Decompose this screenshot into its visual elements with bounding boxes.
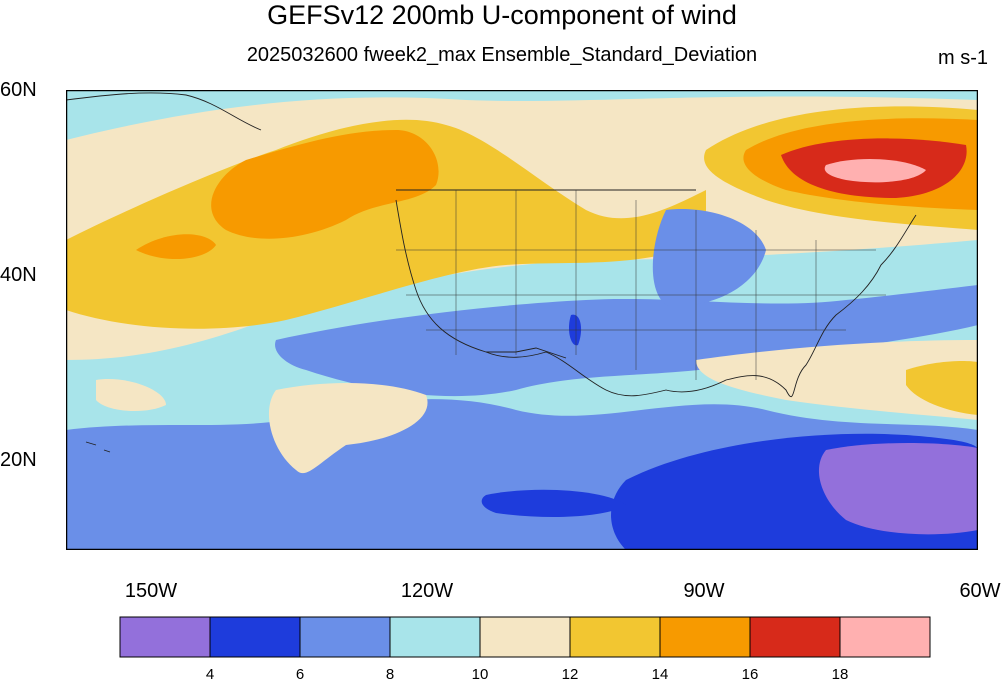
- band-14-west: [66, 119, 706, 329]
- band-4-south: [818, 443, 978, 535]
- colorbar-tick-label: 10: [471, 666, 489, 683]
- colorbar-box-6: [659, 616, 751, 658]
- wind-field: [66, 90, 978, 550]
- band-16-west-2: [136, 234, 216, 260]
- colorbar-box-8: [839, 616, 931, 658]
- colorbar-tick-label: 4: [205, 666, 215, 683]
- lat-label-40n: 40N: [0, 264, 37, 286]
- colorbar-box-4: [479, 616, 571, 658]
- hawaii-islands: [85, 441, 111, 453]
- chart-subtitle: 2025032600 fweek2_max Ensemble_Standard_…: [246, 44, 758, 66]
- band-12-tropical-2: [96, 379, 166, 412]
- mexico-border: [486, 347, 567, 359]
- band-8-east: [652, 209, 766, 306]
- map-frame: [65, 89, 979, 551]
- lon-label-60w: 60W: [959, 580, 1001, 602]
- units-label: m s-1: [938, 47, 988, 69]
- band-14-atlantic: [906, 360, 978, 415]
- lon-label-150w: 150W: [124, 580, 178, 602]
- colorbar-tick-label: 14: [651, 666, 669, 683]
- colorbar-box-1: [209, 616, 301, 658]
- colorbar-box-5: [569, 616, 661, 658]
- band-12-tropical: [268, 383, 428, 474]
- us-coastline: [395, 199, 917, 398]
- colorbar-box-3: [389, 616, 481, 658]
- alaska-coast: [65, 92, 262, 131]
- band-12-atlantic: [696, 340, 978, 420]
- colorbar-box-7: [749, 616, 841, 658]
- state-lines: [396, 190, 886, 380]
- band-16-west: [211, 130, 439, 239]
- band-8-mid: [275, 285, 978, 397]
- chart-title: GEFSv12 200mb U-component of wind: [267, 0, 737, 30]
- colorbar-tick-label: 18: [831, 666, 849, 683]
- colorbar-box-2: [299, 616, 391, 658]
- lat-label-60n: 60N: [0, 79, 37, 101]
- colorbar-box-0: [119, 616, 211, 658]
- lat-label-20n: 20N: [0, 449, 37, 471]
- lon-label-90w: 90W: [683, 580, 725, 602]
- colorbar-tick-label: 16: [741, 666, 759, 683]
- map-svg: [58, 82, 986, 558]
- coastlines: [65, 92, 917, 453]
- lon-label-120w: 120W: [400, 580, 454, 602]
- band-max-east: [824, 158, 926, 183]
- colorbar-tick-label: 6: [295, 666, 305, 683]
- colorbar-tick-label: 12: [561, 666, 579, 683]
- map-panel: [58, 82, 986, 558]
- colorbar-tick-label: 8: [385, 666, 395, 683]
- band-6-south-2: [481, 489, 626, 517]
